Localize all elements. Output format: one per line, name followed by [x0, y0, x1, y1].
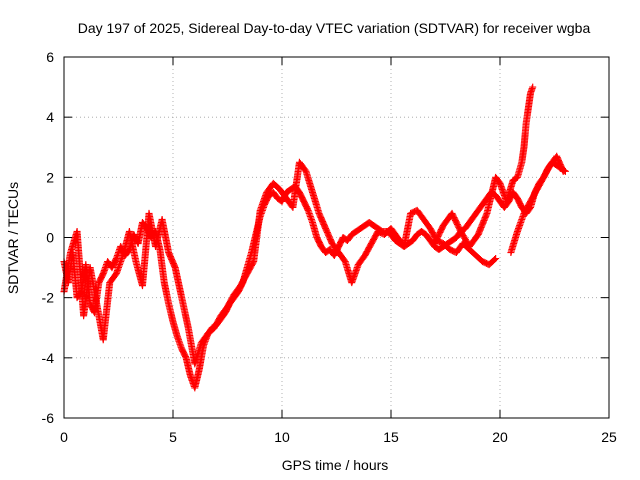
- x-tick-label: 15: [383, 429, 399, 445]
- x-tick-label: 20: [492, 429, 508, 445]
- data-point: [559, 167, 567, 175]
- data-series: [60, 158, 500, 368]
- y-axis-label: SDTVAR / TECUs: [5, 182, 21, 294]
- data-series: [431, 83, 537, 251]
- y-tick-label: -6: [42, 410, 55, 426]
- data-series: [507, 152, 567, 257]
- data-point: [529, 83, 537, 91]
- y-tick-label: 2: [46, 169, 54, 185]
- x-tick-label: 25: [601, 429, 617, 445]
- y-tick-label: -4: [42, 350, 55, 366]
- y-tick-label: 4: [46, 109, 54, 125]
- data-point: [491, 256, 499, 264]
- tick-labels: 0 5 10 15 20 25 -6 -4 -2 0 2 4 6: [42, 49, 617, 445]
- y-tick-label: 0: [46, 230, 54, 246]
- ticks: [63, 56, 610, 419]
- y-tick-label: -2: [42, 290, 55, 306]
- data-point: [492, 255, 500, 263]
- chart-title: Day 197 of 2025, Sidereal Day-to-day VTE…: [78, 20, 591, 36]
- x-axis-label: GPS time / hours: [282, 457, 389, 473]
- x-tick-label: 5: [169, 429, 177, 445]
- y-tick-label: 6: [46, 49, 54, 65]
- data-points: [60, 83, 569, 392]
- x-tick-label: 0: [60, 429, 68, 445]
- x-tick-label: 10: [274, 429, 290, 445]
